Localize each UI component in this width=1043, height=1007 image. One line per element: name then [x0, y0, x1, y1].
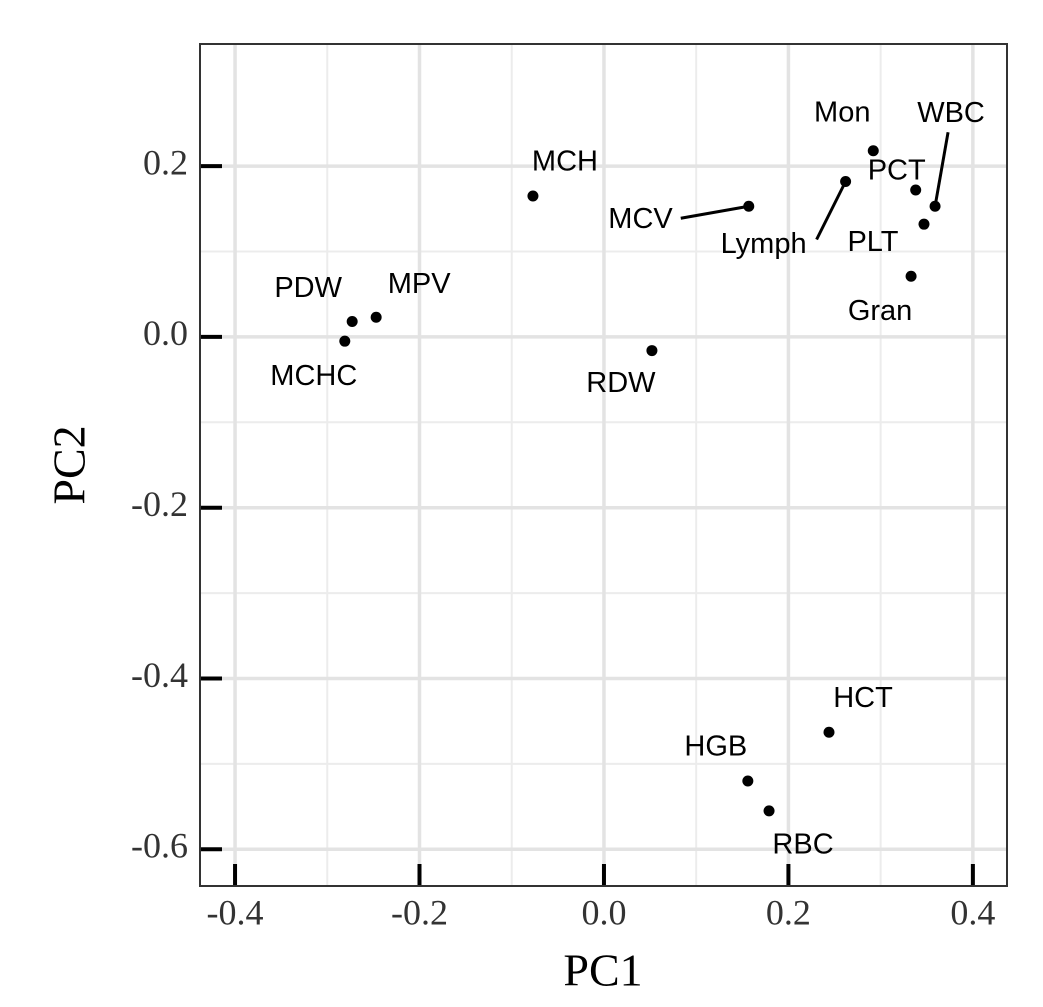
- point: [905, 270, 917, 282]
- point-label: RBC: [772, 829, 833, 861]
- point-label: MPV: [388, 268, 452, 300]
- point-label: Mon: [814, 96, 870, 128]
- point: [742, 775, 754, 787]
- point-label: PCT: [868, 155, 926, 187]
- y-tick-label: -0.2: [131, 484, 188, 524]
- point-label: MCH: [532, 146, 598, 178]
- leader-line: [815, 180, 847, 241]
- y-tick-label: 0.2: [143, 142, 188, 182]
- point-label: RDW: [586, 367, 656, 399]
- leader-line: [933, 131, 950, 207]
- point-label: Gran: [848, 295, 912, 327]
- x-tick-label: 0.0: [581, 892, 626, 932]
- point: [929, 200, 941, 212]
- y-tick-label: 0.0: [143, 313, 188, 353]
- x-axis-title: PC1: [563, 945, 642, 996]
- x-tick-label: 0.2: [766, 892, 811, 932]
- point: [867, 145, 879, 157]
- x-tick-label: -0.4: [207, 892, 264, 932]
- x-tick-label: -0.2: [391, 892, 448, 932]
- point: [339, 335, 351, 347]
- point: [840, 175, 852, 187]
- point: [527, 190, 539, 202]
- plot-frame: [199, 43, 1008, 887]
- leader-line: [680, 204, 750, 220]
- y-axis-title: PC2: [44, 425, 95, 504]
- point: [763, 805, 775, 817]
- point-label: HCT: [833, 682, 893, 714]
- point: [370, 311, 382, 323]
- point-label: WBC: [917, 97, 985, 129]
- point: [910, 184, 922, 196]
- y-tick-label: -0.4: [131, 655, 188, 695]
- point-label: HGB: [684, 731, 747, 763]
- point: [918, 218, 930, 230]
- point: [743, 200, 755, 212]
- point-label: PDW: [274, 272, 342, 304]
- point: [823, 726, 835, 738]
- point-label: MCHC: [270, 360, 357, 392]
- point-label: MCV: [608, 203, 673, 235]
- y-tick-label: -0.6: [131, 826, 188, 866]
- point-label: PLT: [847, 226, 898, 258]
- point: [346, 316, 358, 328]
- point: [646, 345, 658, 357]
- point-label: Lymph: [721, 228, 807, 260]
- x-tick-label: 0.4: [950, 892, 995, 932]
